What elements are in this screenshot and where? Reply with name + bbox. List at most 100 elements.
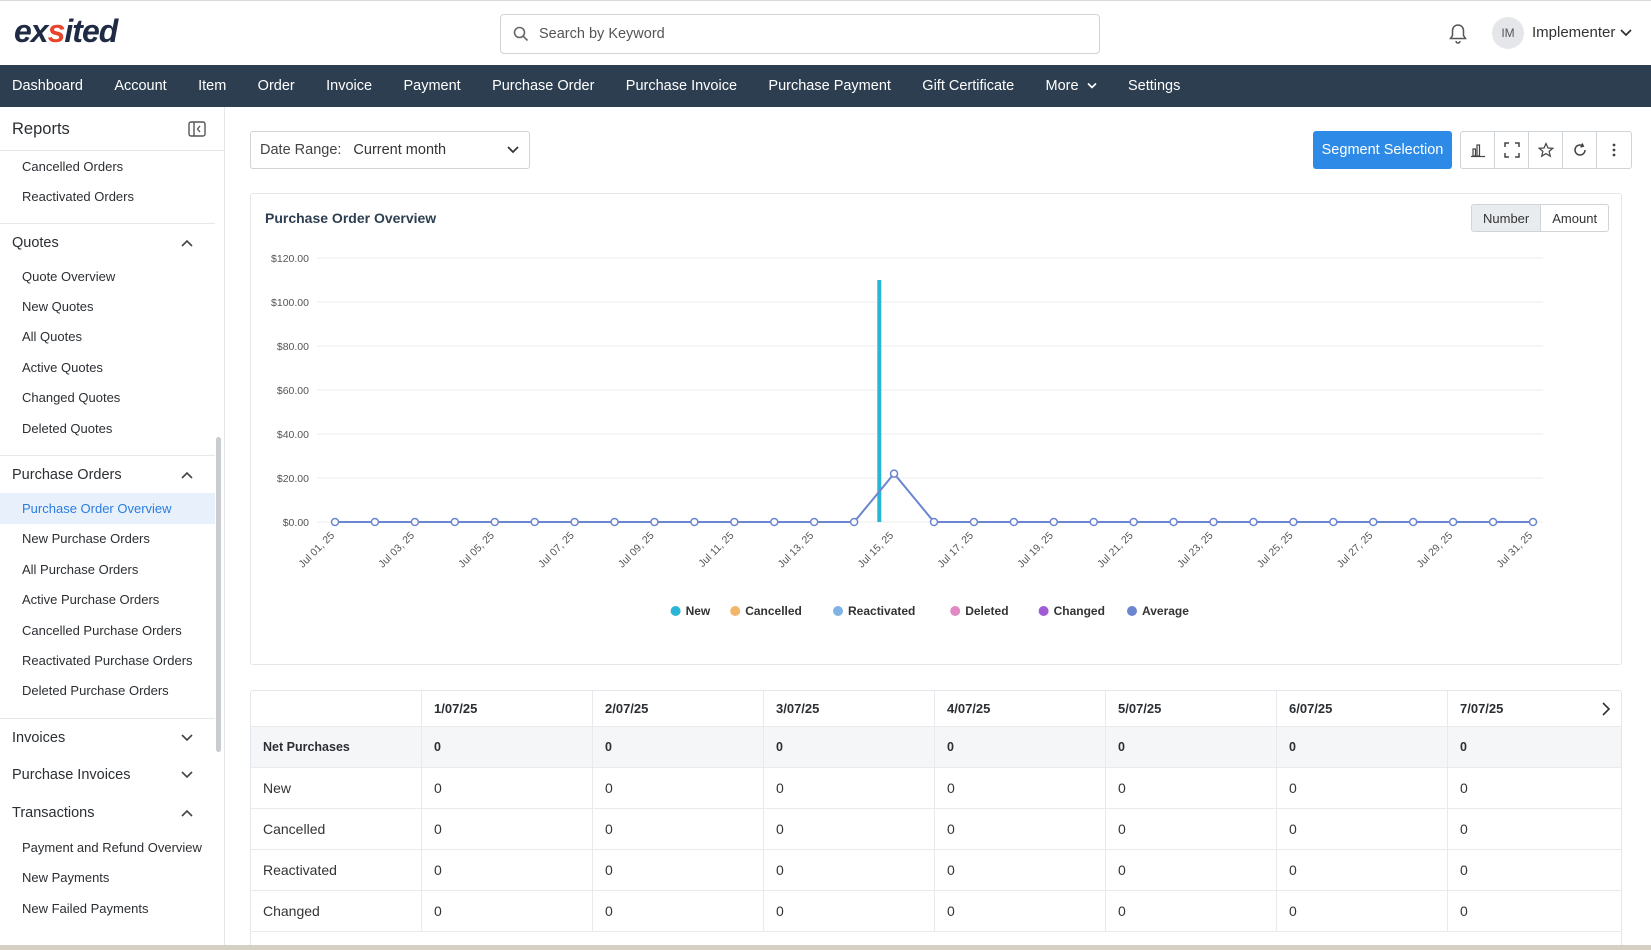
nav-invoice[interactable]: Invoice xyxy=(326,78,373,94)
legend-label: Average xyxy=(1142,604,1189,618)
nav-purchase-order[interactable]: Purchase Order xyxy=(492,78,595,94)
data-point xyxy=(1049,517,1059,527)
sidebar-item-new-failed-payments[interactable]: New Failed Payments xyxy=(22,900,149,916)
toggle-number[interactable]: Number xyxy=(1472,205,1542,231)
sidebar-item-cancelled-orders[interactable]: Cancelled Orders xyxy=(22,158,124,174)
nav-gift-certificate[interactable]: Gift Certificate xyxy=(922,78,1015,94)
sidebar-item-all-quotes[interactable]: All Quotes xyxy=(22,329,82,345)
chevron-down-icon xyxy=(1087,82,1097,89)
sidebar-header: Reports xyxy=(0,107,224,151)
sidebar-item-reactivated-purchase-orders[interactable]: Reactivated Purchase Orders xyxy=(22,652,193,668)
nav-order[interactable]: Order xyxy=(257,78,295,94)
table-cell: 0 xyxy=(1277,891,1448,931)
x-tick-label: Jul 13, 25 xyxy=(776,530,817,571)
sidebar-item-active-quotes[interactable]: Active Quotes xyxy=(22,359,103,375)
table-cell: 0 xyxy=(764,809,935,849)
sidebar-item-quote-overview[interactable]: Quote Overview xyxy=(22,268,116,284)
data-point xyxy=(1089,517,1098,527)
data-point xyxy=(1169,517,1178,527)
search-box[interactable] xyxy=(500,14,1100,54)
y-tick-label: $120.00 xyxy=(271,253,309,265)
sidebar-group-purchase-invoices[interactable]: Purchase Invoices xyxy=(0,756,215,794)
sidebar-item-changed-quotes[interactable]: Changed Quotes xyxy=(22,390,121,406)
sidebar-item-cancelled-purchase-orders[interactable]: Cancelled Purchase Orders xyxy=(22,622,182,638)
sidebar-collapse-icon[interactable] xyxy=(188,121,206,137)
data-point xyxy=(1009,517,1019,527)
x-tick-label: Jul 27, 25 xyxy=(1335,530,1376,571)
nav-dashboard[interactable]: Dashboard xyxy=(12,78,83,94)
sidebar-item-payment-refund-overview[interactable]: Payment and Refund Overview xyxy=(22,839,202,855)
sidebar-group-quotes[interactable]: Quotes xyxy=(0,223,215,261)
avatar[interactable]: IM xyxy=(1492,17,1524,49)
table-cell: 0 xyxy=(422,850,593,890)
sidebar-group-purchase-orders[interactable]: Purchase Orders xyxy=(0,455,215,493)
table-row: Changed 0 0 0 0 0 0 0 xyxy=(251,891,1621,932)
data-point xyxy=(969,517,979,527)
sidebar-group-transactions[interactable]: Transactions xyxy=(0,794,215,832)
sidebar-item-new-payments[interactable]: New Payments xyxy=(22,870,110,886)
sidebar-item-active-purchase-orders[interactable]: Active Purchase Orders xyxy=(22,592,160,608)
y-tick-label: $40.00 xyxy=(277,429,309,441)
user-name[interactable]: Implementer xyxy=(1532,24,1616,41)
sidebar-item-new-purchase-orders[interactable]: New Purchase Orders xyxy=(22,531,150,547)
table-cell: 0 xyxy=(1277,727,1448,767)
sidebar-item-purchase-order-overview[interactable]: Purchase Order Overview xyxy=(0,493,215,524)
data-table: 1/07/25 2/07/25 3/07/25 4/07/25 5/07/25 … xyxy=(250,690,1622,950)
sidebar-item-deleted-quotes[interactable]: Deleted Quotes xyxy=(22,420,113,436)
legend-label: New xyxy=(686,604,711,618)
data-point xyxy=(1289,517,1298,527)
table-cell: 0 xyxy=(764,850,935,890)
chevron-up-icon xyxy=(181,239,193,247)
search-input[interactable] xyxy=(539,26,1079,42)
fullscreen-button[interactable] xyxy=(1495,132,1529,168)
sidebar-item-deleted-purchase-orders[interactable]: Deleted Purchase Orders xyxy=(22,683,169,699)
data-point xyxy=(730,517,739,527)
nav-account[interactable]: Account xyxy=(114,78,167,94)
x-tick-label: Jul 11, 25 xyxy=(696,530,736,570)
date-range-select[interactable]: Date Range: Current month xyxy=(250,131,530,169)
x-tick-label: Jul 23, 25 xyxy=(1175,530,1216,571)
nav-item[interactable]: Item xyxy=(198,78,227,94)
notification-bell-icon[interactable] xyxy=(1448,23,1468,45)
nav-payment[interactable]: Payment xyxy=(403,78,461,94)
table-col-header: 2/07/25 xyxy=(593,691,764,726)
sidebar-scrollbar[interactable] xyxy=(216,437,221,752)
data-point xyxy=(770,517,779,527)
data-point xyxy=(889,469,899,478)
sidebar-item-reactivated-orders[interactable]: Reactivated Orders xyxy=(22,188,134,204)
chevron-right-icon[interactable] xyxy=(1601,702,1611,716)
legend-swatch xyxy=(833,606,843,616)
brand-logo[interactable]: exsited xyxy=(14,13,118,49)
nav-more[interactable]: More xyxy=(1030,65,1112,107)
nav-purchase-payment[interactable]: Purchase Payment xyxy=(768,78,891,94)
table-cell: 0 xyxy=(1106,850,1277,890)
table-cell: 0 xyxy=(1106,891,1277,931)
sidebar-item-new-quotes[interactable]: New Quotes xyxy=(22,299,94,315)
chevron-up-icon xyxy=(181,809,193,817)
sidebar-item-all-purchase-orders[interactable]: All Purchase Orders xyxy=(22,561,139,577)
segment-selection-button[interactable]: Segment Selection xyxy=(1313,131,1452,169)
chevron-down-icon[interactable] xyxy=(1620,28,1632,38)
nav-purchase-invoice[interactable]: Purchase Invoice xyxy=(625,78,738,94)
data-point xyxy=(1528,517,1538,527)
more-options-button[interactable] xyxy=(1597,132,1631,168)
bar-chart-icon xyxy=(1470,144,1485,158)
data-point xyxy=(370,517,380,527)
legend-swatch xyxy=(730,606,741,616)
refresh-button[interactable] xyxy=(1563,132,1597,168)
legend-label: Reactivated xyxy=(848,604,915,618)
toggle-amount[interactable]: Amount xyxy=(1552,210,1598,226)
table-cell: 0 xyxy=(593,850,764,890)
y-tick-label: $0.00 xyxy=(283,517,309,529)
y-tick-label: $20.00 xyxy=(277,473,309,485)
table-cell: 0 xyxy=(935,850,1106,890)
data-point xyxy=(1329,517,1338,527)
sidebar-group-invoices[interactable]: Invoices xyxy=(0,718,215,756)
chart-type-button[interactable] xyxy=(1461,132,1495,168)
main-content: Date Range: Current month Segment Select… xyxy=(240,107,1635,950)
favorite-button[interactable] xyxy=(1529,132,1563,168)
table-cell: 0 xyxy=(593,891,764,931)
nav-settings[interactable]: Settings xyxy=(1127,78,1181,94)
table-cell: 0 xyxy=(764,891,935,931)
sidebar-group-label: Invoices xyxy=(12,729,66,746)
